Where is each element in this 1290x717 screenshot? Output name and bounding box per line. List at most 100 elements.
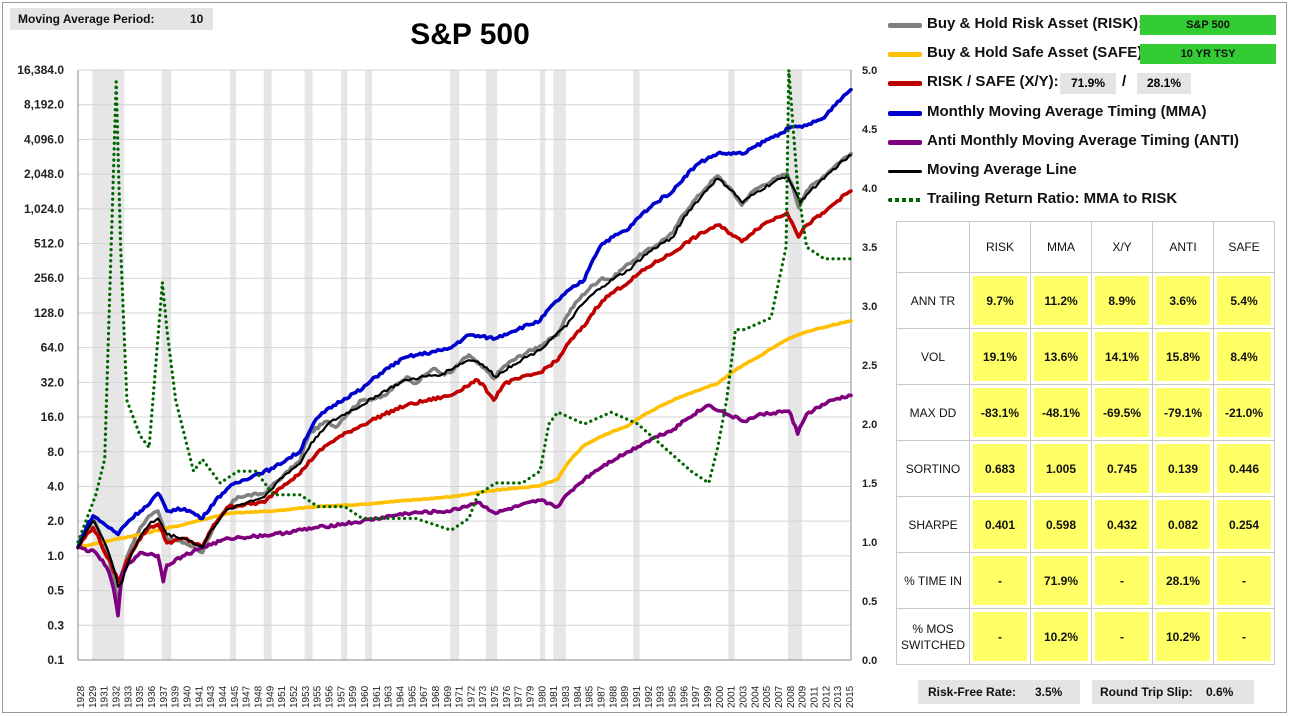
x-tick-label: 2000 — [715, 685, 726, 708]
x-tick-label: 1967 — [419, 685, 430, 708]
x-tick-label: 1992 — [644, 685, 655, 708]
x-tick-label: 1928 — [76, 685, 87, 708]
legend-swatch-mma — [888, 111, 922, 116]
series-line-0 — [76, 151, 853, 609]
stat-cell: 0.401 — [973, 500, 1027, 549]
x-tick-label: 2012 — [821, 685, 832, 708]
stat-cell: 10.2% — [1034, 612, 1088, 661]
stat-cell: 0.598 — [1034, 500, 1088, 549]
x-tick-label: 1937 — [159, 685, 170, 708]
legend-label-maline: Moving Average Line — [927, 161, 1077, 178]
x-tick-label: 1965 — [407, 685, 418, 708]
slip-label: Round Trip Slip: — [1100, 685, 1193, 699]
stat-cell: -79.1% — [1156, 388, 1210, 437]
row-label: MAX DD — [896, 384, 970, 441]
x-tick-label: 1929 — [88, 685, 99, 708]
row-label: ANN TR — [896, 272, 970, 329]
stat-cell: - — [1095, 556, 1149, 605]
legend-swatch-safe — [888, 52, 922, 57]
x-tick-label: 1960 — [360, 685, 371, 708]
x-tick-label: 1996 — [679, 685, 690, 708]
stats-corner — [896, 221, 970, 273]
risk-asset-select[interactable]: S&P 500 — [1140, 15, 1276, 35]
x-tick-label: 1959 — [348, 685, 359, 708]
x-tick-label: 2011 — [810, 686, 821, 708]
stat-cell: 9.7% — [973, 276, 1027, 325]
x-tick-label: 1968 — [431, 685, 442, 708]
x-tick-label: 1943 — [206, 685, 217, 708]
row-label: SORTINO — [896, 440, 970, 497]
x-tick-label: 1933 — [123, 685, 134, 708]
x-tick-label: 1948 — [253, 685, 264, 708]
recession-band — [553, 70, 566, 660]
stat-cell: 5.4% — [1217, 276, 1271, 325]
x-tick-label: 1940 — [182, 685, 193, 708]
series-line-3 — [76, 87, 853, 550]
x-tick-label: 1993 — [656, 685, 667, 708]
x-tick-label: 1936 — [147, 685, 158, 708]
left-tick-label: 16,384.0 — [17, 63, 64, 77]
legend-label-risk: Buy & Hold Risk Asset (RISK): — [927, 15, 1144, 32]
x-tick-label: 2004 — [750, 685, 761, 708]
row-label: % TIME IN — [896, 552, 970, 609]
tick-labels: 16,384.0 8,192.0 4,096.0 2,048.0 1,024.0 512.… — [17, 63, 877, 708]
row-label: VOL — [896, 328, 970, 385]
risk-pct-field[interactable]: 71.9% — [1060, 73, 1116, 94]
stat-cell: -69.5% — [1095, 388, 1149, 437]
legend-swatch-risk — [888, 23, 922, 28]
table-row: ANN TR 9.7% 11.2% 8.9% 3.6% 5.4% — [896, 272, 1275, 329]
right-tick-label: 1.0 — [862, 537, 877, 549]
stat-cell: 0.082 — [1156, 500, 1210, 549]
x-tick-label: 1961 — [372, 685, 383, 708]
left-tick-label: 8.0 — [47, 445, 64, 459]
x-tick-label: 1984 — [573, 685, 584, 708]
stat-cell: 8.9% — [1095, 276, 1149, 325]
recession-band — [161, 70, 172, 660]
right-tick-label: 3.5 — [862, 242, 877, 254]
x-tick-label: 1947 — [242, 685, 253, 708]
legend-label-anti: Anti Monthly Moving Average Timing (ANTI… — [927, 132, 1239, 149]
header-safe: SAFE — [1213, 221, 1275, 273]
recession-band — [364, 70, 373, 660]
x-tick-label: 1985 — [585, 685, 596, 708]
recession-band — [340, 70, 348, 660]
header-risk: RISK — [969, 221, 1031, 273]
safe-pct-field[interactable]: 28.1% — [1137, 73, 1191, 94]
risk-free-value[interactable]: 3.5% — [1035, 685, 1063, 699]
left-tick-label: 16.0 — [41, 410, 65, 424]
chart-title: S&P 500 — [410, 18, 530, 51]
x-tick-label: 1957 — [336, 685, 347, 708]
legend-label-ratio: Trailing Return Ratio: MMA to RISK — [927, 190, 1178, 207]
stat-cell: - — [973, 556, 1027, 605]
x-tick-label: 1975 — [490, 685, 501, 708]
round-trip-slip-box[interactable]: Round Trip Slip: 0.6% — [1092, 680, 1254, 704]
left-tick-label: 0.1 — [47, 653, 64, 667]
x-tick-label: 2009 — [798, 685, 809, 708]
stat-cell: 0.683 — [973, 444, 1027, 493]
x-tick-label: 1941 — [194, 685, 205, 708]
series-line-6 — [76, 68, 853, 544]
x-tick-label: 1939 — [171, 685, 182, 708]
stat-cell: 0.432 — [1095, 500, 1149, 549]
slip-value[interactable]: 0.6% — [1206, 685, 1234, 699]
x-tick-label: 1951 — [277, 685, 288, 708]
recession-band — [229, 70, 237, 660]
row-label: % MOS SWITCHED — [896, 608, 970, 665]
left-tick-label: 512.0 — [34, 237, 64, 251]
right-tick-label: 0.0 — [862, 655, 877, 667]
stat-cell: - — [973, 612, 1027, 661]
legend-label-mma: Monthly Moving Average Timing (MMA) — [927, 103, 1207, 120]
stat-cell: 3.6% — [1156, 276, 1210, 325]
ma-period-value[interactable]: 10 — [190, 12, 204, 26]
legend-label-xy: RISK / SAFE (X/Y): — [927, 73, 1059, 90]
safe-asset-select[interactable]: 10 YR TSY — [1140, 44, 1276, 64]
x-tick-label: 1955 — [313, 685, 324, 708]
stat-cell: - — [1217, 556, 1271, 605]
x-tick-label: 1964 — [395, 685, 406, 708]
risk-free-rate-box[interactable]: Risk-Free Rate: 3.5% — [918, 680, 1080, 704]
recession-band — [633, 70, 640, 660]
ma-period-box[interactable]: Moving Average Period: 10 — [10, 8, 213, 30]
x-tick-label: 1981 — [549, 685, 560, 708]
legend-swatch-xy — [888, 81, 922, 86]
table-row: % MOS SWITCHED - 10.2% - 10.2% - — [896, 608, 1275, 665]
